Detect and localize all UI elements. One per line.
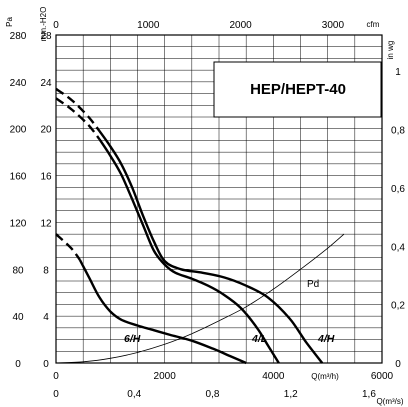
fan-curve-2 xyxy=(98,130,324,364)
inwg-unit-label: in wg xyxy=(386,41,395,60)
mmh2o-tick-label: 0 xyxy=(43,359,49,370)
m3s-tick-label: 1,2 xyxy=(284,389,298,400)
pa-tick-label: 160 xyxy=(10,172,27,183)
fan-curve-0 xyxy=(78,259,247,365)
pa-tick-label: 80 xyxy=(12,265,24,276)
m3s-unit-label: Q(m³/s) xyxy=(376,397,403,406)
pa-tick-label: 0 xyxy=(15,359,21,370)
m3h-tick-label: 4000 xyxy=(262,371,285,382)
mmh2o-tick-label: 20 xyxy=(40,125,52,136)
fan-curve-dashed-2 xyxy=(55,87,101,132)
curve-label-6h: 6/H xyxy=(124,333,141,345)
performance-curves xyxy=(55,87,345,365)
inwg-tick-label: 0,4 xyxy=(391,242,405,253)
curve-label-4h: 4/H xyxy=(317,333,335,345)
m3h-tick-label: 0 xyxy=(53,371,59,382)
pa-unit-label: Pa xyxy=(5,17,14,27)
pa-tick-label: 240 xyxy=(10,78,27,89)
mmh2o-tick-label: 4 xyxy=(43,312,49,323)
inwg-tick-label: 0 xyxy=(395,359,401,370)
cfm-tick-label: 2000 xyxy=(229,20,252,31)
m3s-tick-label: 0,4 xyxy=(127,389,141,400)
dynamic-pressure-curve xyxy=(55,233,345,364)
mmh2o-tick-label: 12 xyxy=(40,218,52,229)
plot-frame xyxy=(55,34,383,364)
mmh2o-tick-label: 24 xyxy=(40,78,52,89)
m3h-tick-label: 2000 xyxy=(154,371,177,382)
m3h-tick-label: 6000 xyxy=(371,371,394,382)
m3h-unit-label: Q(m³/h) xyxy=(311,372,339,381)
pa-tick-label: 200 xyxy=(10,125,27,136)
title-box: HEP/HEPT-40 xyxy=(213,61,382,118)
cfm-tick-label: 0 xyxy=(53,20,59,31)
mmh2o-tick-label: 28 xyxy=(40,31,52,42)
pa-tick-label: 280 xyxy=(10,31,27,42)
cfm-tick-label: 1000 xyxy=(137,20,160,31)
inwg-tick-label: 0,2 xyxy=(391,301,405,312)
pa-tick-label: 40 xyxy=(12,312,24,323)
m3s-tick-label: 0,8 xyxy=(206,389,220,400)
inwg-tick-label: 0,8 xyxy=(391,126,405,137)
m3s-tick-label: 0 xyxy=(53,389,59,400)
mmh2o-tick-label: 8 xyxy=(43,265,49,276)
cfm-unit-label: cfm xyxy=(367,20,380,29)
mmh2o-unit-label: mm.-H2O xyxy=(39,7,48,42)
chart-title: HEP/HEPT-40 xyxy=(250,81,346,98)
fan-curve-dashed-0 xyxy=(55,233,81,261)
fan-curve-dashed-1 xyxy=(55,97,101,141)
curve-label-pd: Pd xyxy=(307,279,319,290)
m3s-tick-label: 1,6 xyxy=(362,389,376,400)
inwg-tick-label: 0,6 xyxy=(391,184,405,195)
curve-label-4l: 4/L xyxy=(251,333,267,345)
axis-tick-labels: 04080120160200240280048121620242800,20,4… xyxy=(10,20,406,400)
fan-curve-1 xyxy=(98,138,280,364)
cfm-tick-label: 3000 xyxy=(322,20,345,31)
mmh2o-tick-label: 16 xyxy=(40,172,52,183)
pa-tick-label: 120 xyxy=(10,218,27,229)
inwg-tick-label: 1 xyxy=(395,67,401,78)
